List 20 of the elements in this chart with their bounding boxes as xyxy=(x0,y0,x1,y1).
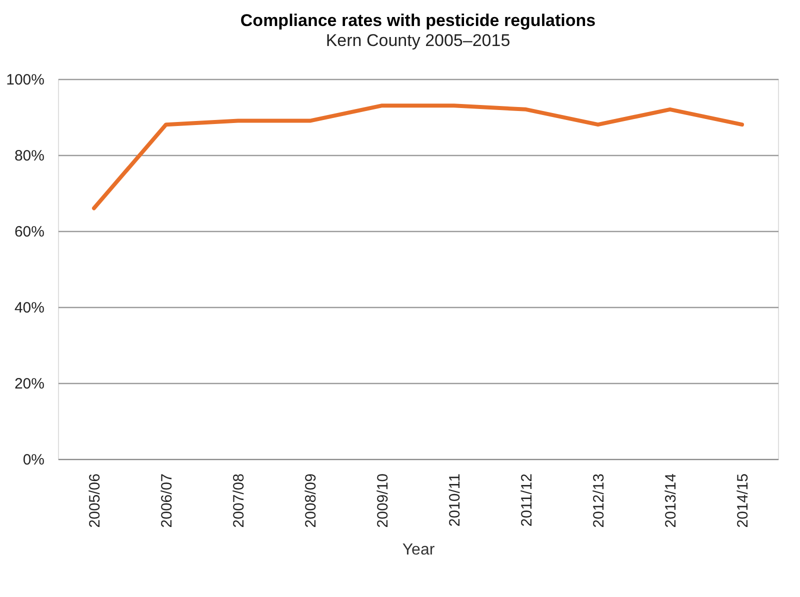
y-tick-label: 80% xyxy=(14,148,44,164)
x-tick-label: 2014/15 xyxy=(734,474,752,528)
y-tick-label: 60% xyxy=(14,224,44,240)
chart-title: Compliance rates with pesticide regulations xyxy=(240,11,596,30)
x-tick-label: 2009/10 xyxy=(374,474,392,528)
x-tick-label: 2007/08 xyxy=(230,474,248,528)
x-tick-label: 2010/11 xyxy=(446,474,464,527)
y-tick-label: 20% xyxy=(14,376,44,392)
y-tick-label: 0% xyxy=(22,452,44,468)
chart-subtitle: Kern County 2005–2015 xyxy=(326,31,510,50)
x-tick-label: 2008/09 xyxy=(302,474,320,528)
x-axis-title: Year xyxy=(402,542,436,559)
y-tick-label: 40% xyxy=(14,300,44,316)
y-tick-label: 100% xyxy=(6,72,44,88)
x-tick-label: 2005/06 xyxy=(86,474,104,528)
x-tick-label: 2006/07 xyxy=(158,474,176,528)
x-tick-label: 2012/13 xyxy=(590,474,608,528)
line-series xyxy=(92,104,744,210)
x-tick-label: 2013/14 xyxy=(662,474,680,528)
x-tick-label: 2011/12 xyxy=(518,474,536,527)
